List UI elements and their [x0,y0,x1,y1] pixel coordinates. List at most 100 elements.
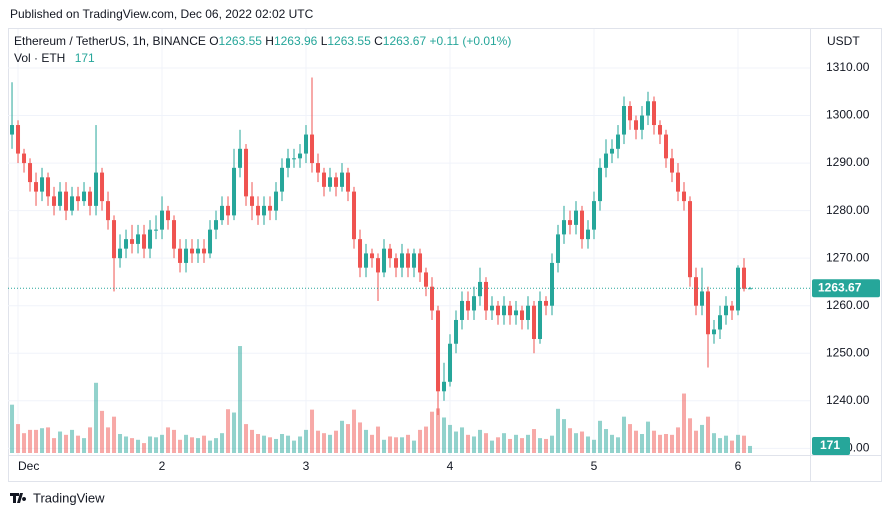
candle-body [10,125,15,135]
volume-bar [610,434,615,453]
volume-bar [706,416,711,453]
volume-bar [256,434,261,453]
candle-body [34,182,39,192]
candle-body [220,205,225,221]
volume-bar [136,439,141,453]
volume-bar [520,438,525,453]
volume-bar [676,427,681,453]
candle-body [88,191,93,206]
candle-body [406,253,411,268]
legend-line: Ethereum / TetherUS, 1h, BINANCE O1263.5… [14,34,511,48]
candle-body [238,148,243,168]
candle-body [616,134,621,149]
volume-bar [388,436,393,453]
volume-bar [40,428,45,453]
candle-body [478,281,483,297]
volume-bar [538,438,543,453]
volume-bar [34,429,39,453]
candle-body [544,300,549,306]
volume-bar [742,435,747,453]
volume-bar [496,437,501,453]
candles [10,77,753,416]
volume-bar [70,429,75,453]
candle-body [358,239,363,268]
candle-body [460,300,465,320]
volume-bar [352,409,357,453]
last-price-tag [812,279,880,298]
volume-bar [448,424,453,453]
candle-body [244,148,249,197]
candle-body [340,172,345,187]
candle-body [502,305,507,316]
candle-body [490,305,495,311]
candle-body [736,267,741,311]
volume-legend: Vol · ETH 171 [14,51,95,65]
y-tick-label: 1310.00 [826,60,870,74]
candle-body [250,196,255,206]
volume-bar [550,435,555,453]
candle-body [58,191,63,206]
y-tick-label: 1260.00 [826,298,870,312]
candle-body [466,300,471,311]
volume-bar [334,430,339,453]
candle-body [592,201,597,230]
candle-body [562,220,567,235]
candle-body [184,248,189,263]
volume-bar [346,424,351,453]
candle-body [712,329,717,335]
volume-bar [100,410,105,453]
volume-bar [214,438,219,453]
volume-bar [430,411,435,453]
candle-body [94,172,99,206]
volume-bar [130,438,135,453]
change: +0.11 (+0.01%) [430,34,512,48]
candle-body [100,172,105,202]
candle-body [40,177,45,192]
volume-bar [262,435,267,453]
candle-body [676,172,681,192]
y-tick-label: 1290.00 [826,155,870,169]
volume-bar [88,427,93,453]
candle-body [148,229,153,249]
published-note: Published on TradingView.com, Dec 06, 20… [10,7,314,21]
grid [8,29,810,455]
last-price-label: 1263.67 [818,280,862,294]
volume-bar [442,417,447,453]
candle-body [472,296,477,311]
volume-bar [190,437,195,453]
last-volume-label: 171 [820,438,840,452]
y-tick-label: 1280.00 [826,203,870,217]
volume-bar [748,445,753,453]
candle-body [160,210,165,230]
volume-bar [358,422,363,453]
candle-body [658,125,663,135]
volume-bar [406,434,411,453]
x-tick-label: 3 [303,459,310,473]
candle-body [178,248,183,263]
volume-bar [382,439,387,453]
candle-body [580,210,585,240]
candle-body [208,229,213,254]
volume-bar [106,427,111,453]
volume-bar [154,437,159,453]
candle-body [610,148,615,154]
c-value: 1263.67 [383,34,427,48]
candle-body [526,305,531,320]
candle-body [334,177,339,187]
candle-body [46,177,51,197]
candle-body [52,196,57,206]
x-tick-label: 5 [591,459,598,473]
volume-bar [28,429,33,453]
volume-bar [286,435,291,453]
candle-body [370,253,375,259]
candle-body [694,277,699,306]
c-prefix: C [374,34,383,48]
candle-body [646,101,651,116]
volume-bar [472,436,477,453]
candle-body [304,134,309,154]
volume-bar [250,429,255,453]
candle-body [172,220,177,249]
candle-body [688,201,693,278]
candle-body [430,286,435,311]
